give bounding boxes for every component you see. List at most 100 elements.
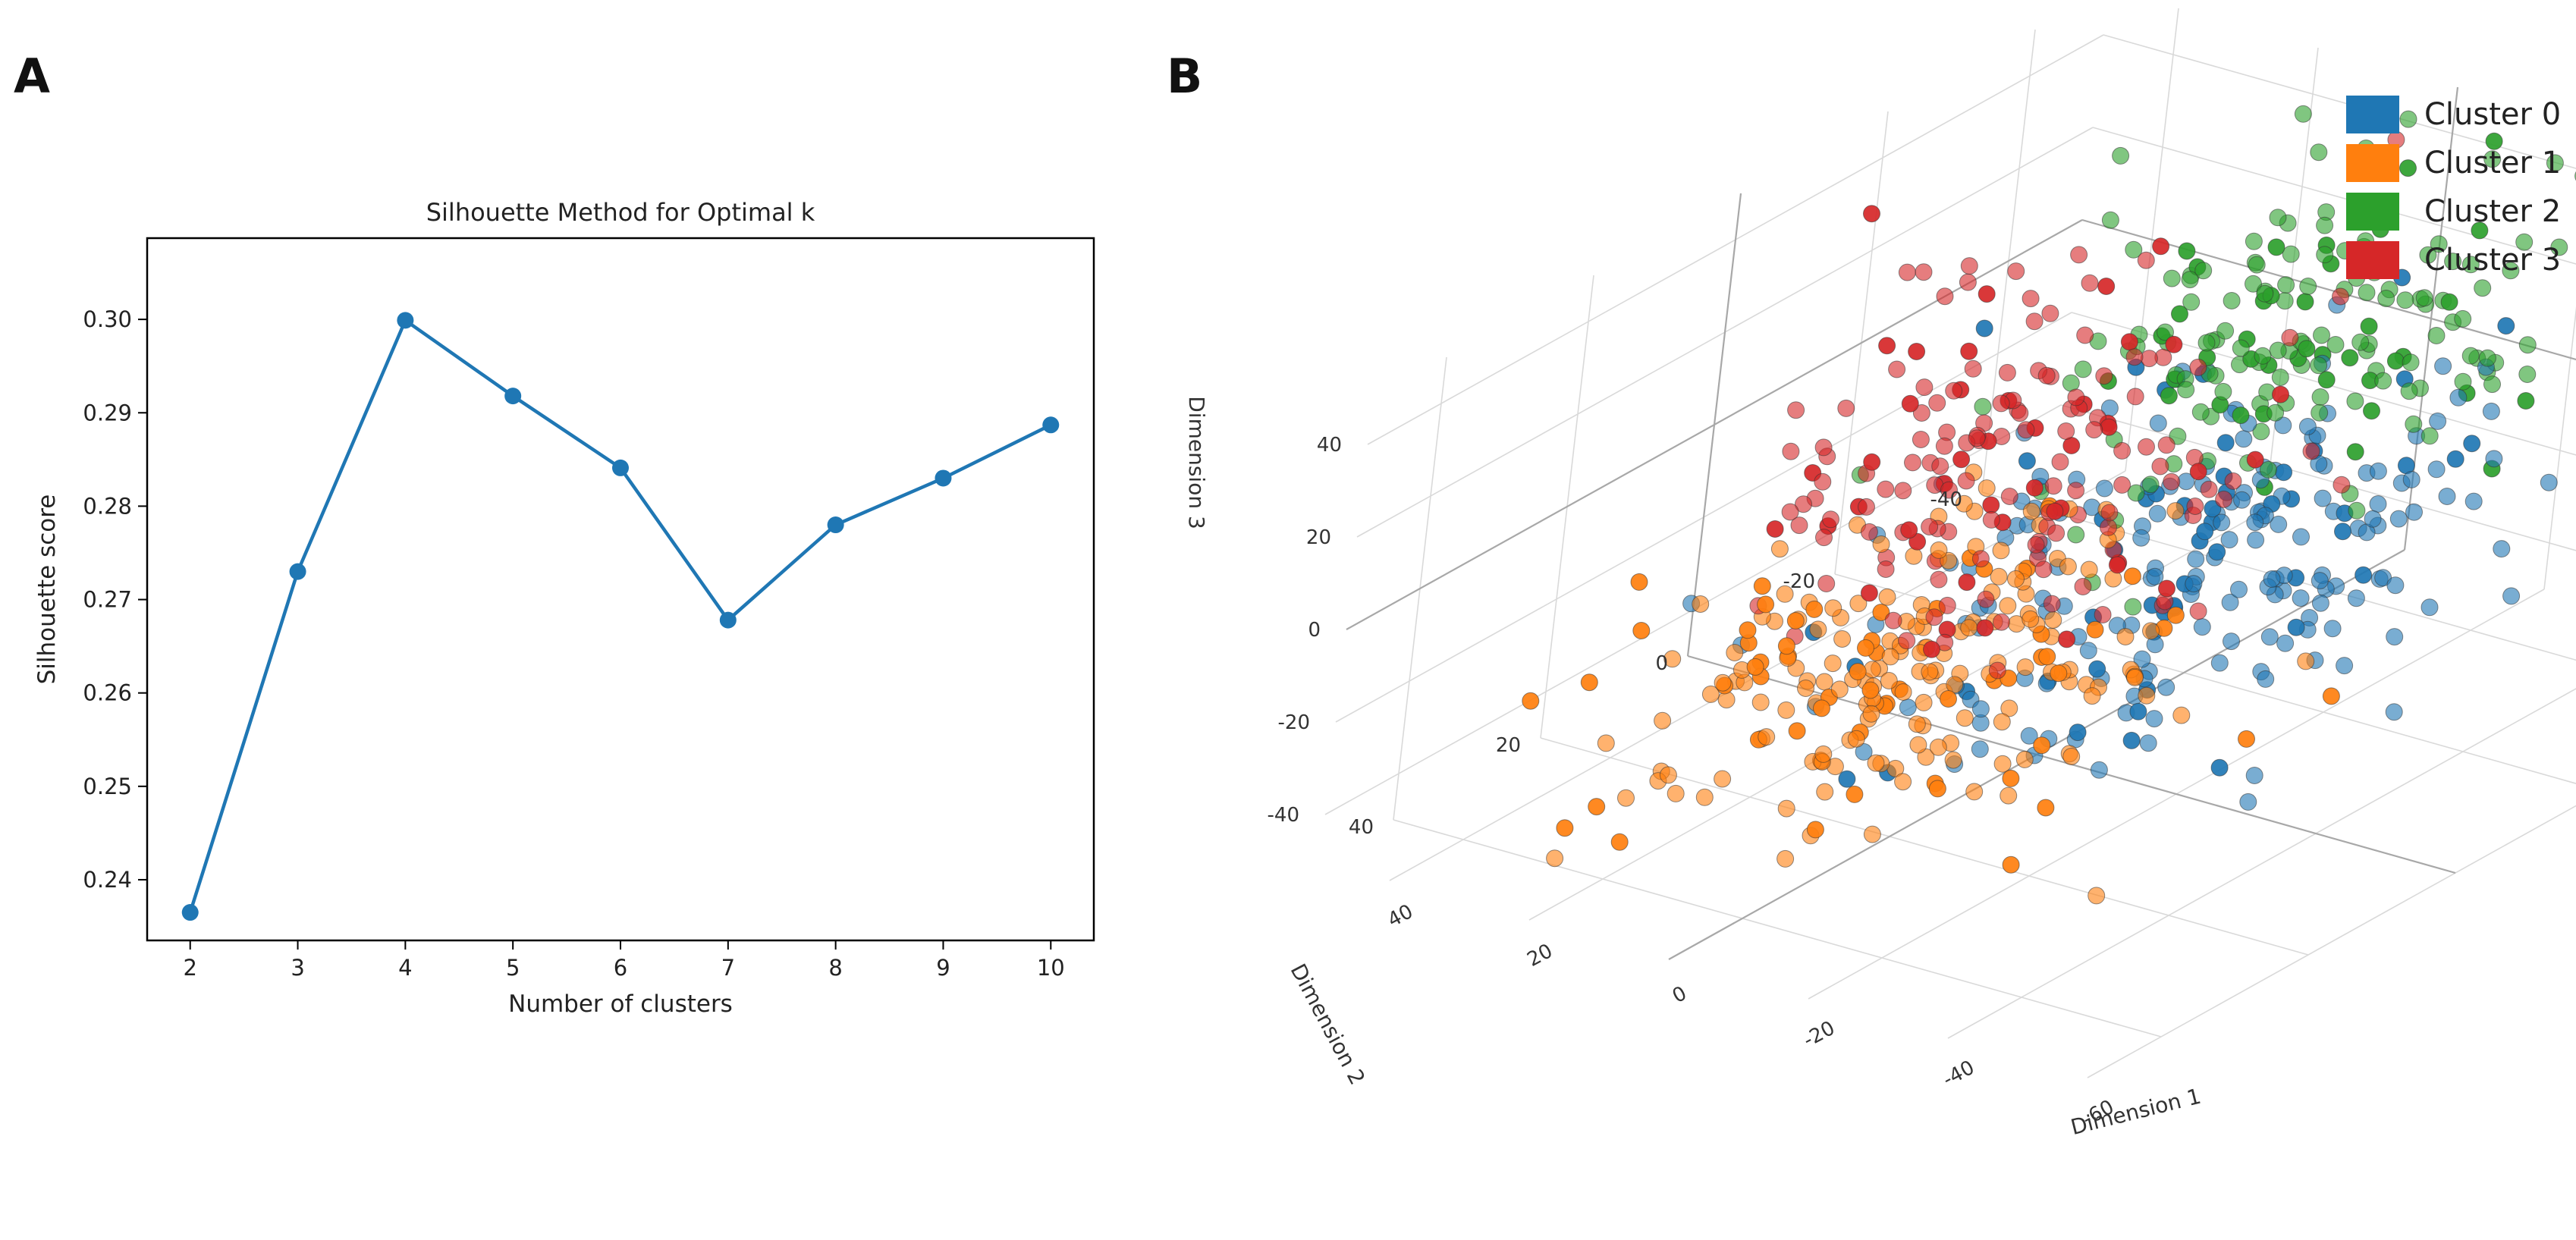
cluster-3-point: [2027, 535, 2045, 554]
cluster-2-point: [2485, 132, 2503, 150]
cluster-2-point: [2101, 211, 2119, 229]
cluster-3-point: [1884, 611, 1902, 629]
cluster-3-point: [1988, 661, 2006, 680]
cluster-1-point: [1993, 713, 2011, 731]
cluster-2-point: [2374, 372, 2392, 390]
cluster-0-point: [2133, 650, 2151, 668]
cluster-0-point: [2405, 503, 2423, 521]
cluster-2-point: [2415, 289, 2433, 307]
cluster-3-point: [2126, 388, 2144, 406]
cluster-0-point: [2221, 593, 2239, 611]
cluster-0-point: [2314, 489, 2332, 507]
cluster-3-point: [2025, 479, 2044, 497]
cluster-0-point: [2502, 587, 2521, 605]
cluster-3-point: [2332, 287, 2349, 306]
x-tick-label: 5: [506, 955, 520, 981]
y-tick-label: 0.27: [83, 587, 132, 613]
cluster-1-point: [1663, 650, 1682, 668]
panel-label-b: B: [1167, 49, 1202, 104]
cluster-1-point: [1978, 479, 1996, 498]
cluster-2-point: [2311, 403, 2329, 422]
cluster-1-point: [2322, 687, 2340, 705]
cluster-3-point: [1959, 273, 1977, 291]
cluster-0-point: [2220, 531, 2238, 549]
cluster-1-point: [2000, 699, 2018, 717]
dim3-tick-label: 20: [1306, 526, 1331, 549]
x-tick-label: 6: [614, 955, 627, 981]
cluster-1-point: [1960, 619, 1978, 637]
cluster-0-point: [2157, 678, 2175, 696]
cluster-0-point: [2446, 450, 2464, 468]
x-tick-label: 3: [291, 955, 304, 981]
cluster-1-point: [2050, 664, 2068, 683]
cluster-2-point: [2245, 275, 2262, 293]
cluster-2-point: [2351, 333, 2370, 351]
cluster-3-point: [2057, 422, 2075, 440]
cluster-1-point: [2238, 730, 2255, 748]
cluster-3-point: [1837, 399, 1855, 417]
cluster-0-point: [2090, 761, 2108, 779]
cluster-1-point: [1872, 535, 1890, 553]
cluster-3-point: [1781, 503, 1799, 521]
cluster-2-point: [2163, 269, 2181, 287]
cluster-3-point: [2246, 450, 2264, 469]
cluster-2-point: [2299, 278, 2317, 295]
scatter-x-axis-label: Dimension 1: [2069, 1084, 2204, 1140]
cluster-1-point: [1522, 692, 1540, 710]
cluster-1-point: [1632, 622, 1651, 639]
cluster-3-point: [2097, 278, 2116, 295]
cluster-3-point: [2017, 421, 2035, 439]
cluster-2-point: [2546, 154, 2564, 172]
cluster-0-point: [2187, 550, 2205, 568]
cluster-3-point: [2070, 246, 2088, 264]
cluster-1-point: [1928, 780, 1946, 798]
cluster-0-point: [2364, 510, 2382, 528]
grid-line: [2071, 312, 2576, 456]
dim1-tick-label: -20: [1799, 1017, 1839, 1052]
cluster-1-point: [1955, 494, 1973, 513]
cluster-0-point: [2276, 634, 2295, 652]
line-chart-y-label: Silhouette score: [33, 494, 61, 685]
data-point: [827, 516, 844, 534]
cluster-0-point: [2257, 670, 2275, 688]
cluster-2-point: [2400, 382, 2418, 400]
cluster-1-point: [1857, 639, 1874, 657]
grid-line: [2060, 404, 2576, 551]
cluster-1-point: [1990, 567, 2008, 585]
cluster-3-point: [2067, 388, 2085, 407]
cluster-1-point: [1726, 644, 1744, 661]
cluster-3-point: [2137, 251, 2155, 269]
cluster-3-point: [1940, 481, 1958, 499]
cluster-2-point: [2454, 372, 2472, 391]
cluster-1-point: [1776, 585, 1794, 603]
cluster-3-point: [2041, 304, 2059, 322]
cluster-1-point: [1849, 595, 1868, 613]
cluster-2-point: [2518, 366, 2537, 383]
cluster-0-point: [2323, 620, 2342, 638]
data-point: [181, 904, 199, 921]
cluster-1-point: [1830, 680, 1849, 698]
cluster-0-point: [2347, 589, 2365, 607]
cluster-1-point: [1777, 799, 1795, 818]
cluster-2-point: [2124, 598, 2142, 616]
cluster-1-point: [1714, 770, 1732, 788]
data-point: [935, 469, 952, 487]
line-chart-axes-frame: [146, 237, 1095, 942]
cluster-1-point: [1965, 783, 1984, 801]
cluster-0-point: [2311, 572, 2329, 590]
cluster-3-point: [2100, 518, 2117, 536]
cluster-0-point: [2275, 463, 2293, 482]
cluster-1-point: [1824, 599, 1842, 617]
cluster-3-point: [2163, 472, 2181, 491]
cluster-0-point: [2420, 598, 2439, 617]
silhouette-line-chart: Silhouette Method for Optimal k 2 3 4 5 6 7 8 9…: [33, 198, 1095, 1018]
cluster-3-point: [2125, 348, 2144, 366]
legend-swatch-cluster-0: [2346, 96, 2399, 133]
cluster-3-point: [1960, 342, 1978, 360]
cluster-2-point: [2277, 276, 2295, 294]
cluster-3-point: [2074, 578, 2092, 595]
cluster-2-point: [2256, 284, 2274, 303]
cluster-1-point: [2297, 652, 2315, 670]
